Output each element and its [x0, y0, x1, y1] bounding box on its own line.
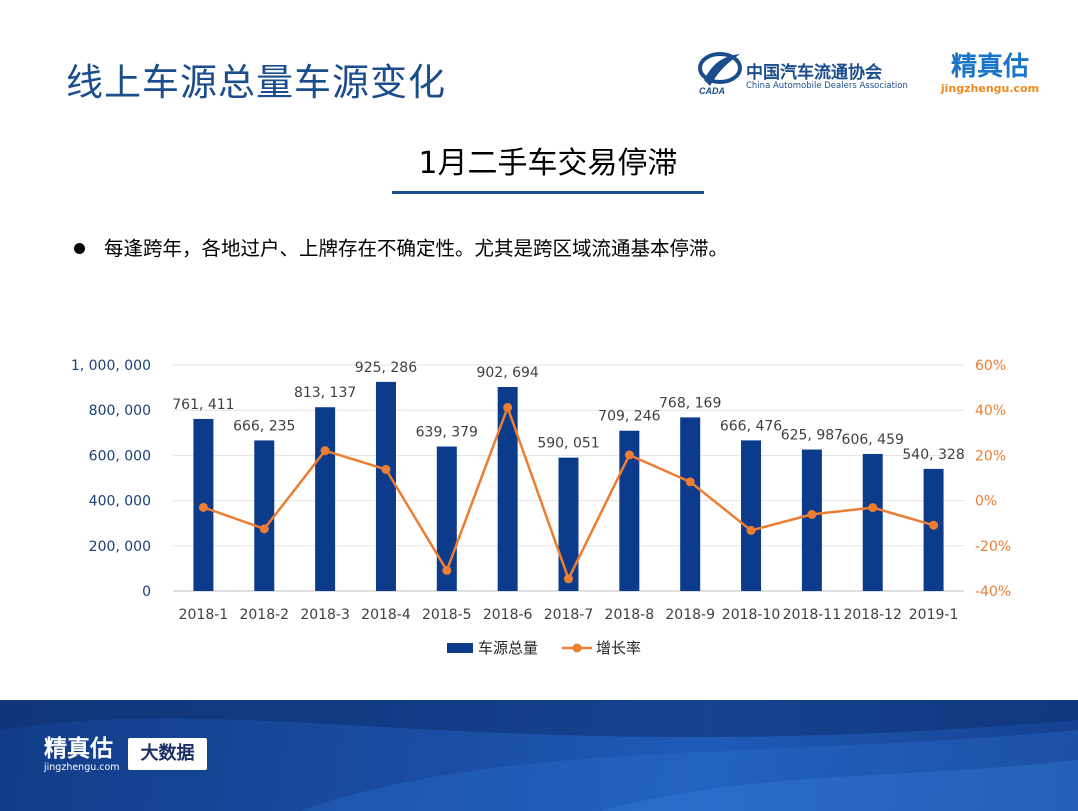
bar-2018-4 — [375, 381, 396, 591]
growth-rate-point-2018-12 — [868, 503, 878, 513]
brand-url: jingzhengu.com — [940, 82, 1040, 95]
growth-rate-point-2018-9 — [685, 477, 695, 487]
combo-chart: 761, 411 666, 235 813, 137 925, 286 639, 379… — [71, 358, 1011, 657]
x-axis-tick-label: 2018-12 — [843, 607, 902, 623]
left-axis-tick-label: 600, 000 — [89, 448, 151, 464]
bar-data-label: 590, 051 — [537, 436, 599, 452]
left-axis: 0 200, 000 400, 000 600, 000 800, 000 1, 000,… — [71, 358, 151, 600]
growth-rate-point-2018-3 — [320, 446, 330, 456]
footer-brand-name: 精真估 — [44, 736, 113, 762]
x-axis-tick-label: 2018-5 — [422, 607, 472, 623]
bar-2018-3 — [315, 407, 336, 591]
legend-label-bar: 车源总量 — [478, 639, 538, 657]
bar-data-label: 768, 169 — [659, 395, 721, 411]
bar-data-labels: 761, 411 666, 235 813, 137 925, 286 639, 379… — [172, 360, 964, 463]
left-axis-tick-label: 400, 000 — [89, 494, 151, 510]
association-emblem-icon: CADA — [698, 52, 742, 96]
x-axis-tick-label: 2018-3 — [300, 607, 350, 623]
bar-data-label: 666, 476 — [720, 418, 782, 434]
x-axis-tick-label: 2018-9 — [665, 607, 715, 623]
bar-2019-1 — [923, 468, 944, 591]
footer-wave-decoration — [0, 700, 1078, 811]
bar-data-label: 761, 411 — [172, 397, 234, 413]
x-axis: 2018-1 2018-2 2018-3 2018-4 2018-5 2018-6 2018… — [179, 607, 959, 623]
x-axis-tick-label: 2018-2 — [239, 607, 289, 623]
growth-rate-point-2018-7 — [564, 574, 573, 584]
bar-2018-10 — [741, 440, 762, 591]
bullet-dot-icon — [74, 243, 85, 254]
line-series — [198, 402, 939, 584]
bar-data-label: 625, 987 — [781, 428, 843, 444]
x-axis-tick-label: 2018-10 — [722, 607, 781, 623]
bullet-text: 每逢跨年，各地过户、上牌存在不确定性。尤其是跨区域流通基本停滞。 — [104, 237, 729, 260]
bar-data-label: 813, 137 — [294, 385, 356, 401]
x-axis-tick-label: 2018-4 — [361, 607, 411, 623]
association-name-en: China Automobile Dealers Association — [746, 81, 908, 91]
right-axis: -40% -20% 0% 20% 40% 60% — [975, 358, 1011, 600]
footer-brand: 精真估 jingzhengu.com — [44, 736, 120, 774]
left-axis-tick-label: 800, 000 — [89, 403, 151, 419]
section-heading-text: 1月二手车交易停滞 — [418, 146, 678, 181]
bar-data-label: 606, 459 — [842, 432, 904, 448]
bar-2018-8 — [619, 430, 640, 591]
right-axis-tick-label: 20% — [975, 448, 1006, 464]
growth-rate-point-2018-8 — [624, 450, 634, 460]
page-title: 线上车源总量车源变化 — [66, 61, 446, 104]
growth-rate-point-2018-5 — [442, 565, 452, 575]
left-axis-tick-label: 200, 000 — [89, 539, 151, 555]
legend-label-line: 增长率 — [596, 639, 641, 657]
left-axis-tick-label: 1, 000, 000 — [71, 358, 151, 374]
bar-data-label: 709, 246 — [598, 409, 660, 425]
growth-rate-point-2018-10 — [746, 525, 756, 535]
bar-data-label: 639, 379 — [416, 425, 478, 441]
bar-2018-6 — [497, 386, 518, 591]
brand-logo: 精真估 jingzhengu.com — [940, 52, 1040, 100]
x-axis-tick-label: 2018-6 — [483, 607, 533, 623]
bar-2018-11 — [801, 449, 822, 591]
bar-data-label: 540, 328 — [902, 447, 964, 463]
growth-rate-point-2019-1 — [929, 520, 939, 530]
association-name: 中国汽车流通协会 — [746, 63, 882, 83]
growth-rate-point-2018-4 — [381, 464, 391, 474]
right-axis-tick-label: -40% — [975, 584, 1011, 600]
heading-underline — [392, 191, 704, 194]
right-axis-tick-label: 0% — [975, 494, 997, 510]
growth-rate-point-2018-6 — [503, 402, 513, 412]
bar-data-label: 902, 694 — [476, 365, 538, 381]
x-axis-tick-label: 2018-8 — [605, 607, 655, 623]
right-axis-tick-label: 40% — [975, 403, 1006, 419]
association-logo: CADA 中国汽车流通协会 China Automobile Dealers A… — [696, 50, 916, 100]
bar-data-label: 925, 286 — [355, 360, 417, 376]
bar-series — [193, 381, 944, 591]
x-axis-tick-label: 2018-11 — [783, 607, 842, 623]
x-axis-tick-label: 2018-7 — [544, 607, 594, 623]
x-axis-tick-label: 2018-1 — [179, 607, 229, 623]
growth-rate-point-2018-11 — [807, 509, 817, 519]
bar-2018-9 — [680, 417, 701, 591]
left-axis-tick-label: 0 — [142, 584, 151, 600]
footer-brand-url: jingzhengu.com — [44, 762, 120, 773]
legend-swatch-marker — [572, 643, 582, 653]
bar-data-label: 666, 235 — [233, 418, 295, 434]
growth-rate-point-2018-1 — [198, 502, 208, 512]
bar-2018-2 — [254, 440, 275, 591]
association-badge-text: CADA — [699, 86, 725, 96]
bar-2018-12 — [862, 453, 883, 591]
brand-name: 精真估 — [950, 52, 1029, 82]
right-axis-tick-label: 60% — [975, 358, 1006, 374]
section-heading: 1月二手车交易停滞 — [392, 142, 704, 194]
growth-rate-point-2018-2 — [259, 524, 269, 534]
big-data-badge: 大数据 — [128, 738, 207, 770]
bar-2018-7 — [558, 457, 579, 591]
x-axis-tick-label: 2019-1 — [909, 607, 959, 623]
legend-swatch-bar — [447, 643, 473, 653]
right-axis-tick-label: -20% — [975, 539, 1011, 555]
chart-legend: 车源总量 增长率 — [447, 639, 641, 657]
